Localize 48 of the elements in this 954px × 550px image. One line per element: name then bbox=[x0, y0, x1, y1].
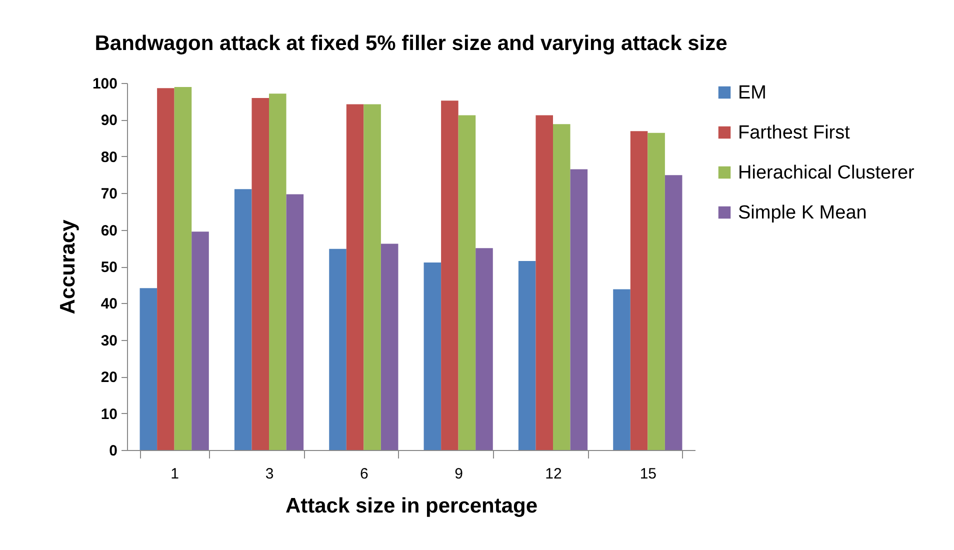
x-tick-label: 6 bbox=[360, 466, 368, 482]
y-tick-label: 0 bbox=[109, 442, 118, 460]
x-tick-label: 9 bbox=[454, 466, 464, 482]
bar bbox=[174, 87, 192, 450]
bar bbox=[613, 289, 630, 450]
bar bbox=[329, 248, 346, 450]
legend-label: Farthest First bbox=[738, 122, 851, 144]
bar bbox=[536, 115, 553, 450]
y-tick-label: 90 bbox=[100, 112, 118, 130]
bar bbox=[234, 189, 252, 450]
y-tick-label: 100 bbox=[92, 76, 118, 92]
bar bbox=[648, 132, 665, 450]
bar bbox=[269, 94, 286, 450]
y-tick-label: 20 bbox=[100, 369, 118, 386]
bar bbox=[476, 248, 493, 450]
y-tick-label: 60 bbox=[100, 222, 118, 240]
bar bbox=[630, 131, 648, 450]
bar bbox=[570, 169, 588, 450]
x-tick-label: 3 bbox=[265, 466, 274, 482]
chart-title: Bandwagon attack at fixed 5% filler size and varying attack size bbox=[94, 32, 728, 55]
bar bbox=[518, 260, 536, 450]
y-tick-label: 30 bbox=[100, 332, 118, 350]
x-axis-title: Attack size in percentage bbox=[285, 494, 538, 518]
y-axis-title: Accuracy bbox=[56, 219, 80, 314]
y-tick-label: 80 bbox=[100, 148, 118, 166]
bar bbox=[157, 88, 174, 450]
x-tick-label: 15 bbox=[640, 466, 657, 482]
bar bbox=[346, 104, 364, 450]
bar bbox=[364, 104, 381, 450]
y-tick-label: 10 bbox=[100, 406, 118, 423]
bar bbox=[192, 232, 209, 450]
bar bbox=[380, 244, 398, 450]
bar bbox=[664, 175, 682, 450]
legend-label: EM bbox=[738, 82, 766, 104]
bar bbox=[286, 194, 304, 450]
y-tick-label: 70 bbox=[100, 186, 118, 203]
bar bbox=[252, 98, 269, 450]
x-tick-label: 12 bbox=[545, 466, 562, 482]
y-tick-label: 50 bbox=[100, 259, 118, 276]
bar bbox=[458, 115, 476, 450]
legend-label: Simple K Mean bbox=[738, 202, 867, 224]
legend-label: Hierachical Clusterer bbox=[738, 162, 916, 184]
bar bbox=[553, 124, 570, 450]
y-tick-label: 40 bbox=[100, 296, 118, 313]
bar bbox=[441, 100, 458, 450]
bar bbox=[424, 262, 442, 450]
x-tick-label: 1 bbox=[170, 466, 180, 482]
bar bbox=[140, 288, 158, 450]
